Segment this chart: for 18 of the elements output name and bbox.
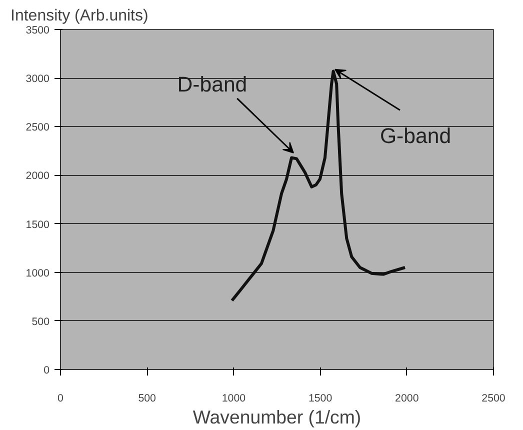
x-tick-label: 0 [58, 392, 64, 404]
x-tick-label: 1000 [222, 392, 246, 404]
y-tick-label: 0 [44, 364, 50, 376]
x-tick-label: 2500 [482, 392, 506, 404]
x-tick-label: 2000 [395, 392, 419, 404]
y-tick-label: 1500 [26, 218, 50, 231]
x-tick-label: 500 [138, 392, 156, 404]
y-tick-label: 2500 [26, 122, 50, 134]
y-tick-label: 3500 [26, 24, 50, 36]
x-axis-title: Wavenumber (1/cm) [192, 406, 362, 428]
x-tick-label: 1500 [308, 392, 332, 404]
y-tick-label: 2000 [26, 170, 50, 182]
y-tick-label: 500 [32, 316, 50, 328]
y-axis-title: Intensity (Arb.units) [10, 8, 148, 24]
y-tick-label: 1000 [26, 267, 50, 280]
y-tick-label: 3000 [26, 73, 50, 86]
annotation: D-band [177, 72, 248, 96]
annotation: G-band [380, 124, 452, 148]
